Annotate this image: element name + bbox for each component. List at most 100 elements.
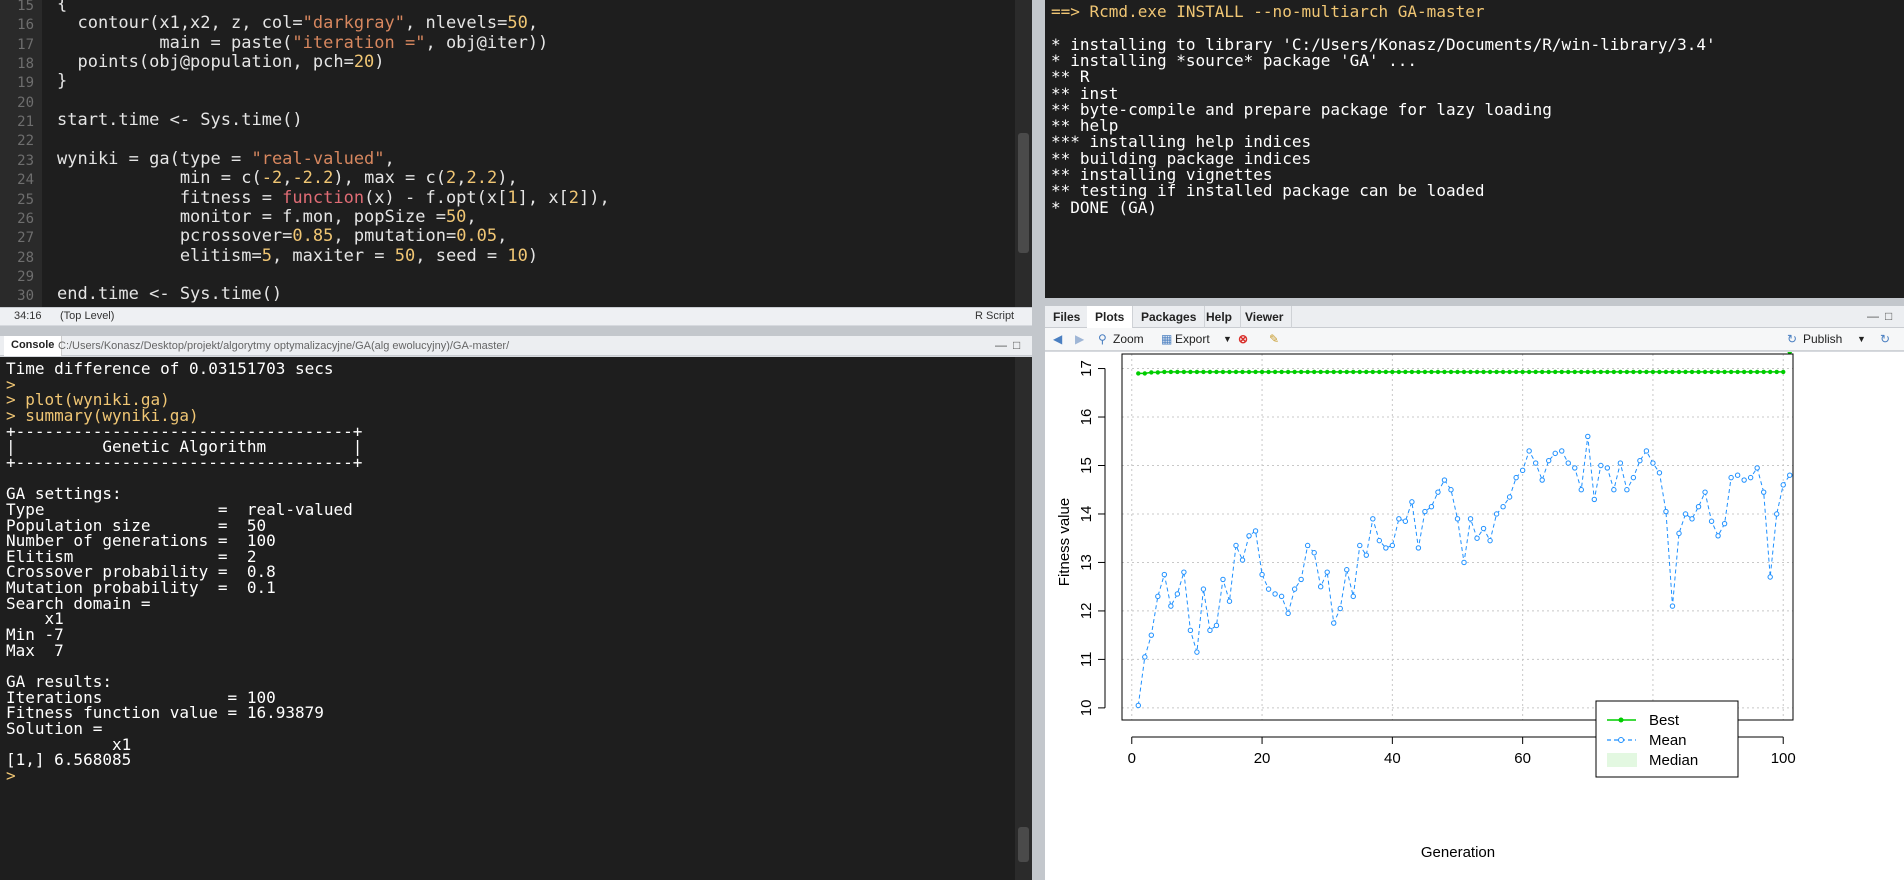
mean-point xyxy=(1161,571,1168,578)
code-token: 50 xyxy=(394,245,416,266)
minimize-icon[interactable]: — xyxy=(995,338,1007,352)
mean-point xyxy=(1702,489,1708,495)
code-line[interactable]: start.time <- Sys.time() xyxy=(57,110,303,130)
export-button[interactable]: Export xyxy=(1175,332,1210,346)
best-point xyxy=(1318,369,1323,375)
code-token: ), max = c( xyxy=(333,168,446,189)
tab-files[interactable]: Files xyxy=(1045,306,1090,328)
mean-point xyxy=(1363,552,1369,558)
x-axis-label: Generation xyxy=(1421,844,1495,861)
best-point xyxy=(1435,369,1441,375)
mean-point xyxy=(1669,603,1676,609)
zoom-button[interactable]: Zoom xyxy=(1113,332,1144,346)
code-line[interactable]: fitness = function(x) - f.opt(x[1], x[2]… xyxy=(57,188,610,208)
line-number: 20 xyxy=(17,94,34,111)
file-type-indicator[interactable]: R Script xyxy=(975,310,1015,322)
forward-arrow-icon[interactable]: ▶ xyxy=(1075,332,1085,346)
mean-point xyxy=(1389,542,1396,549)
horizontal-splitter-right[interactable] xyxy=(1045,298,1904,306)
refresh-icon[interactable]: ↻ xyxy=(1880,332,1891,346)
console-output-line: Crossover probability = 0.8 xyxy=(6,562,276,582)
console-output-line: Mutation probability = 0.1 xyxy=(6,578,276,598)
scope-indicator[interactable]: (Top Level) xyxy=(60,310,115,322)
code-line[interactable]: { xyxy=(57,0,67,14)
code-line[interactable]: elitism=5, maxiter = 50, seed = 10) xyxy=(57,246,538,266)
best-point xyxy=(1611,369,1617,375)
best-point xyxy=(1364,369,1369,375)
maximize-icon[interactable]: □ xyxy=(1013,338,1021,352)
maximize-icon[interactable]: □ xyxy=(1885,309,1893,323)
mean-point xyxy=(1643,448,1650,454)
best-point xyxy=(1618,369,1623,375)
mean-point xyxy=(1598,462,1604,469)
console-output-line: Fitness function value = 16.93879 xyxy=(6,703,324,723)
best-point xyxy=(1259,369,1265,375)
remove-plot-icon[interactable]: ⊗ xyxy=(1238,332,1249,346)
code-token: ) xyxy=(527,245,539,266)
mean-point xyxy=(1278,593,1285,600)
build-output[interactable]: ==> Rcmd.exe INSTALL --no-multiarch GA-m… xyxy=(1045,0,1904,298)
best-point xyxy=(1266,369,1271,375)
mean-point xyxy=(1461,559,1467,566)
editor-scrollbar[interactable] xyxy=(1015,0,1032,307)
console-scrollbar[interactable] xyxy=(1015,357,1032,880)
code-line[interactable]: end.time <- Sys.time() xyxy=(57,284,282,304)
broom-icon[interactable]: ✎ xyxy=(1269,332,1280,346)
mean-point xyxy=(1298,576,1304,583)
console-output-line: +-----------------------------------+ xyxy=(6,452,363,472)
code-line[interactable]: min = c(-2,-2.2), max = c(2,2.2), xyxy=(57,168,518,188)
working-directory-path: C:/Users/Konasz/Desktop/projekt/algorytm… xyxy=(58,340,510,352)
code-token: 50 xyxy=(507,13,528,34)
script-editor[interactable]: 15 16 17 18 19 20 21 22 23 24 25 26 27 28 29 30 { conto… xyxy=(0,0,1015,307)
code-token: "real-valued" xyxy=(251,148,385,169)
code-token: 2 xyxy=(568,187,580,208)
x-tick-label: 100 xyxy=(1771,750,1796,767)
mean-point xyxy=(1422,508,1428,515)
best-point xyxy=(1696,369,1701,375)
back-arrow-icon[interactable]: ◀ xyxy=(1053,332,1063,346)
console-command-line: > xyxy=(6,765,16,785)
build-output-line: * DONE (GA) xyxy=(1051,197,1157,217)
horizontal-splitter-left[interactable] xyxy=(0,326,1032,336)
code-line[interactable]: pcrossover=0.85, pmutation=0.05, xyxy=(57,226,508,247)
code-line[interactable]: contour(x1,x2, z, col="darkgray", nlevel… xyxy=(57,13,538,33)
code-token: 0.05 xyxy=(456,226,498,247)
code-line[interactable]: monitor = f.mon, popSize =50, xyxy=(57,207,477,227)
publish-icon: ↻ xyxy=(1787,332,1798,346)
best-point xyxy=(1194,369,1200,375)
best-point xyxy=(1220,369,1226,375)
best-point xyxy=(1253,369,1258,375)
best-point xyxy=(1579,369,1584,375)
mean-point xyxy=(1396,516,1402,522)
best-point xyxy=(1396,369,1402,375)
publish-button[interactable]: Publish xyxy=(1803,332,1843,346)
best-point xyxy=(1598,369,1604,375)
tab-packages[interactable]: Packages xyxy=(1133,306,1206,328)
minimize-icon[interactable]: — xyxy=(1867,309,1879,323)
best-point xyxy=(1292,369,1297,375)
code-line[interactable]: points(obj@population, pch=20) xyxy=(57,52,384,72)
axes: 0204060801001011121314151617 xyxy=(1078,360,1796,767)
console-output[interactable]: Time difference of 0.03151703 secs > > plo… xyxy=(0,357,1015,880)
best-point xyxy=(1644,369,1649,375)
console-output-line: Min -7 xyxy=(6,625,64,645)
best-point xyxy=(1311,369,1317,375)
tab-help[interactable]: Help xyxy=(1198,306,1242,328)
best-point xyxy=(1670,369,1675,375)
tab-viewer[interactable]: Viewer xyxy=(1237,306,1293,328)
editor-scroll-thumb[interactable] xyxy=(1018,133,1029,253)
mean-point xyxy=(1734,472,1741,478)
console-scroll-thumb[interactable] xyxy=(1018,827,1029,862)
code-line[interactable]: main = paste("iteration =", obj@iter)) xyxy=(57,33,548,53)
code-line[interactable]: } xyxy=(57,71,67,91)
tab-console[interactable]: Console xyxy=(4,336,63,356)
mean-point xyxy=(1572,465,1578,471)
mean-point xyxy=(1285,610,1291,617)
y-tick-label: 12 xyxy=(1078,603,1095,620)
tab-plots[interactable]: Plots xyxy=(1087,306,1134,328)
mean-point xyxy=(1246,533,1252,539)
mean-point xyxy=(1604,465,1611,471)
code-token: ], x[ xyxy=(517,187,569,208)
vertical-splitter[interactable] xyxy=(1032,0,1045,880)
code-line[interactable]: wyniki = ga(type = "real-valued", xyxy=(57,149,395,169)
